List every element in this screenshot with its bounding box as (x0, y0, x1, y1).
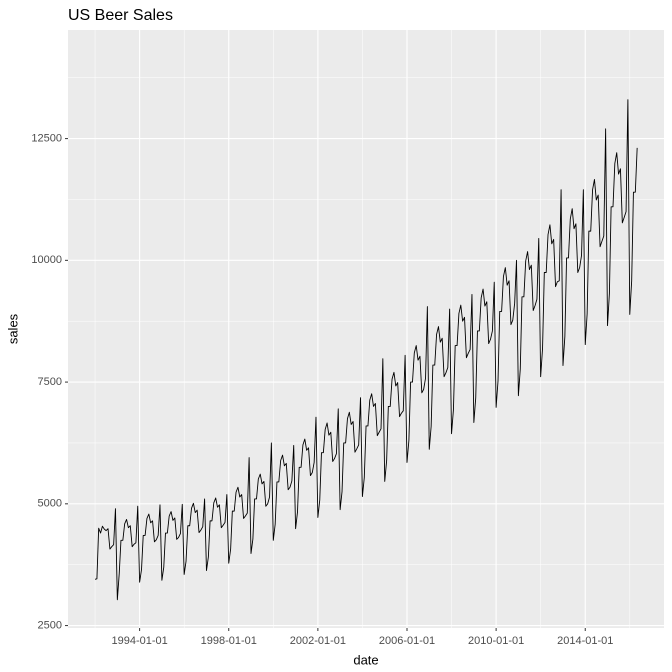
x-tick-label: 2002-01-01 (290, 635, 346, 647)
x-axis-label: date (353, 652, 378, 667)
y-tick-label: 10000 (31, 254, 62, 266)
line-series (94, 99, 638, 601)
x-tick-label: 1994-01-01 (111, 635, 167, 647)
chart-title: US Beer Sales (68, 7, 173, 24)
y-tick-label: 2500 (38, 619, 62, 631)
x-tick-label: 2014-01-01 (557, 635, 613, 647)
y-tick-label: 5000 (38, 498, 62, 510)
y-tick-label: 12500 (31, 133, 62, 145)
grid (68, 30, 664, 628)
x-tick-label: 2006-01-01 (379, 635, 435, 647)
y-axis-label: sales (5, 313, 20, 344)
y-tick-label: 7500 (38, 376, 62, 388)
x-tick-label: 2010-01-01 (468, 635, 524, 647)
x-tick-label: 1998-01-01 (201, 635, 257, 647)
marks (94, 99, 638, 601)
